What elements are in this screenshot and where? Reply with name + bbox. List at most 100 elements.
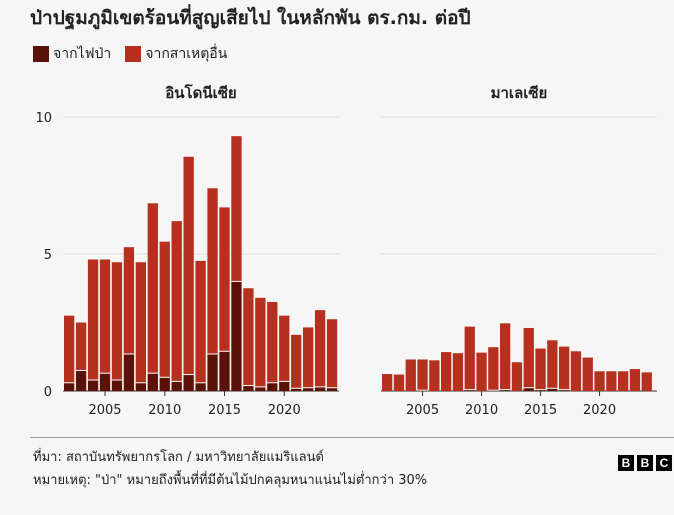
- bbc-logo-letter-3: C: [656, 455, 672, 471]
- bar-fire-2-2009: [464, 389, 475, 391]
- note-text: หมายเหตุ: "ป่า" หมายถึงพื้นที่ที่มีต้นไม…: [33, 473, 428, 488]
- bar-fire-1-2024: [326, 387, 338, 391]
- bar-other-2-2009: [464, 326, 475, 390]
- bar-other-1-2021: [291, 334, 302, 389]
- x-tick-label: 2015: [208, 403, 241, 418]
- bar-other-2-2021: [606, 371, 617, 391]
- bar-fire-2-2014: [523, 387, 534, 391]
- bar-other-2-2011: [488, 347, 499, 391]
- bar-other-2-2008: [452, 353, 464, 391]
- y-tick-label: 10: [35, 111, 52, 126]
- panel-title-2: มาเลเซีย: [491, 84, 548, 102]
- bbc-logo-letter-1: B: [618, 455, 634, 471]
- bar-other-1-2018: [255, 297, 266, 387]
- bar-other-2-2002: [382, 374, 393, 391]
- bar-other-2-2014: [523, 327, 534, 388]
- bar-other-1-2002: [64, 315, 75, 383]
- bar-fire-1-2008: [135, 382, 146, 391]
- bar-other-1-2013: [195, 260, 206, 383]
- bar-other-2-2022: [618, 371, 629, 391]
- bar-fire-1-2023: [314, 386, 326, 391]
- bar-other-1-2005: [99, 259, 111, 374]
- bar-fire-1-2021: [291, 388, 302, 391]
- x-tick-label: 2015: [524, 403, 557, 418]
- bar-other-2-2010: [476, 352, 487, 391]
- bar-fire-2-2015: [535, 389, 546, 391]
- bar-other-2-2023: [629, 369, 641, 391]
- legend-item-fire: จากไฟป่า: [33, 43, 111, 65]
- y-tick-label: 5: [44, 248, 52, 263]
- x-tick-label: 2020: [268, 403, 301, 418]
- bar-other-2-2005: [417, 359, 428, 391]
- x-tick-label: 2010: [465, 403, 498, 418]
- legend-swatch-fire: [33, 46, 49, 62]
- bar-other-2-2012: [500, 323, 511, 390]
- bar-fire-1-2005: [99, 373, 111, 391]
- bar-other-2-2007: [441, 352, 452, 391]
- bar-other-2-2013: [511, 362, 523, 391]
- bar-other-2-2016: [547, 340, 558, 389]
- bar-other-1-2020: [279, 315, 290, 382]
- bar-other-1-2017: [243, 288, 254, 386]
- legend-item-other: จากสาเหตุอื่น: [125, 43, 227, 65]
- bar-fire-1-2019: [267, 382, 278, 391]
- bar-other-2-2024: [641, 372, 652, 391]
- bar-other-2-2004: [405, 359, 416, 391]
- bar-fire-1-2009: [147, 373, 158, 391]
- bar-other-1-2006: [111, 262, 123, 381]
- bar-fire-1-2016: [231, 281, 242, 391]
- legend-swatch-other: [125, 46, 142, 62]
- bar-fire-1-2010: [159, 377, 170, 391]
- legend-label-fire: จากไฟป่า: [53, 46, 112, 62]
- y-tick-label: 0: [44, 385, 52, 400]
- bbc-logo: B B C: [618, 455, 674, 471]
- bar-other-1-2014: [207, 188, 218, 355]
- bar-chart: 0 5 10 อินโดนีเซีย 2005 2010 2015 2020 มาเลเซีย 2…: [35, 83, 657, 418]
- x-tick-label: 2020: [583, 403, 616, 418]
- bar-fire-2-2017: [559, 389, 570, 391]
- bar-other-2-2019: [582, 357, 593, 391]
- bar-fire-1-2020: [279, 381, 290, 391]
- bar-other-1-2007: [123, 247, 135, 355]
- bar-fire-1-2006: [111, 380, 123, 391]
- bar-other-1-2004: [87, 259, 99, 381]
- legend-label-other: จากสาเหตุอื่น: [145, 46, 228, 62]
- bar-other-1-2009: [147, 203, 158, 374]
- chart-title: ป่าปฐมภูมิเขตร้อนที่สูญเสียไป ในหลักพัน …: [30, 7, 471, 29]
- source-text: ที่มา: สถาบันทรัพยากรโลก / มหาวิทยาลัยแม…: [33, 450, 324, 465]
- bar-other-2-2017: [559, 346, 570, 390]
- bar-other-1-2022: [303, 327, 314, 388]
- bar-fire-1-2003: [75, 370, 87, 391]
- x-tick-label: 2010: [148, 403, 181, 418]
- footer-divider: [30, 437, 674, 438]
- bar-other-1-2024: [326, 319, 338, 388]
- x-tick-label: 2005: [406, 403, 439, 418]
- bar-other-1-2003: [75, 322, 87, 371]
- bar-other-1-2008: [135, 262, 146, 383]
- x-tick-label: 2005: [88, 403, 121, 418]
- bar-fire-1-2002: [64, 382, 75, 391]
- bar-other-1-2019: [267, 301, 278, 383]
- bar-fire-1-2017: [243, 385, 254, 391]
- bar-other-2-2020: [594, 371, 605, 391]
- bar-other-1-2015: [219, 207, 230, 352]
- panel-title-1: อินโดนีเซีย: [165, 83, 236, 102]
- bar-fire-1-2013: [195, 382, 206, 391]
- bar-fire-1-2018: [255, 386, 266, 391]
- bar-fire-1-2011: [171, 381, 182, 391]
- bar-other-1-2011: [171, 221, 182, 382]
- bar-other-2-2003: [393, 374, 405, 391]
- legend: จากไฟป่า จากสาเหตุอื่น: [33, 43, 241, 65]
- bar-fire-1-2007: [123, 354, 135, 391]
- bar-other-2-2018: [570, 351, 582, 391]
- bar-fire-1-2004: [87, 380, 99, 391]
- bar-fire-1-2014: [207, 354, 218, 391]
- bar-fire-1-2012: [183, 374, 194, 391]
- bar-fire-1-2022: [303, 387, 314, 391]
- bar-other-1-2016: [231, 136, 242, 282]
- bar-fire-2-2016: [547, 388, 558, 391]
- bar-fire-2-2012: [500, 389, 511, 391]
- bar-other-1-2023: [314, 310, 326, 387]
- bar-other-2-2015: [535, 348, 546, 390]
- bar-other-2-2006: [429, 360, 440, 391]
